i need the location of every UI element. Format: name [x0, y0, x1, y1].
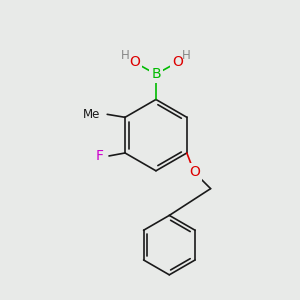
- Text: H: H: [182, 49, 190, 62]
- Text: H: H: [121, 49, 130, 62]
- Text: O: O: [129, 55, 140, 69]
- Text: O: O: [172, 55, 183, 69]
- Text: Me: Me: [82, 108, 100, 121]
- Text: O: O: [189, 165, 200, 179]
- Text: B: B: [151, 67, 161, 81]
- Text: F: F: [96, 149, 104, 163]
